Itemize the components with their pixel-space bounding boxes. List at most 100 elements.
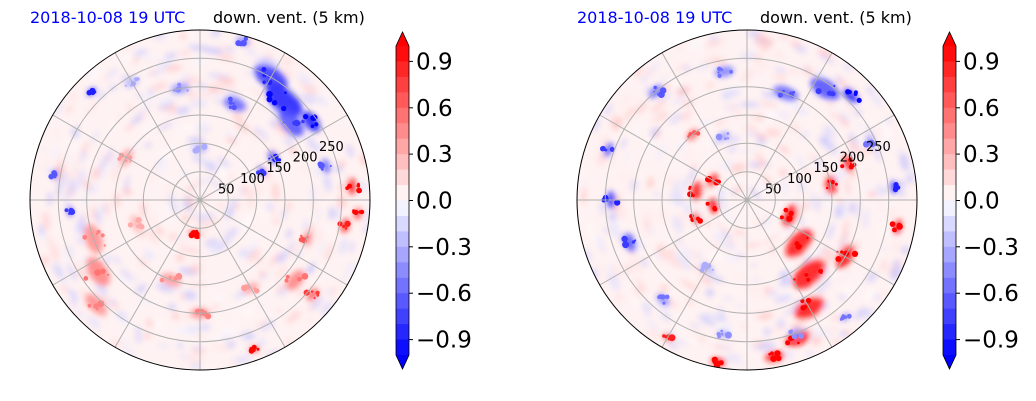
field-speckle — [157, 38, 165, 43]
colorbar-tick-label: 0.6 — [416, 96, 453, 122]
field-core — [833, 92, 836, 96]
field-speckle — [727, 146, 737, 153]
field-speckle — [265, 202, 274, 212]
field-core — [318, 161, 322, 165]
field-speckle — [763, 327, 771, 336]
field-speckle — [726, 354, 742, 362]
chart-variable-title: down. vent. (5 km) — [213, 8, 365, 27]
field-speckle — [881, 243, 888, 254]
field-speckle — [277, 286, 288, 297]
field-core — [51, 170, 57, 176]
field-cell — [321, 158, 331, 174]
field-speckle — [285, 310, 302, 324]
field-speckle — [689, 42, 701, 49]
field-speckle — [240, 308, 256, 317]
field-core — [196, 147, 199, 150]
field-speckle — [195, 32, 203, 36]
field-speckle — [91, 181, 99, 195]
field-speckle — [99, 155, 107, 172]
field-core — [135, 217, 142, 224]
field-core — [712, 206, 717, 211]
field-speckle — [76, 237, 84, 245]
field-speckle — [760, 44, 770, 53]
field-speckle — [223, 129, 239, 140]
field-speckle — [793, 319, 808, 327]
field-speckle — [826, 140, 838, 155]
field-core — [726, 137, 730, 140]
field-speckle — [648, 61, 661, 72]
field-speckle — [277, 160, 287, 176]
field-core — [840, 164, 845, 169]
field-core — [53, 175, 57, 179]
field-core — [805, 297, 812, 304]
field-core — [621, 235, 628, 243]
field-speckle — [783, 183, 790, 203]
field-speckle — [632, 258, 641, 272]
field-speckle — [755, 312, 764, 320]
field-core — [768, 352, 772, 356]
field-speckle — [779, 277, 792, 287]
field-core — [168, 275, 172, 279]
field-speckle — [837, 114, 850, 128]
field-speckle — [134, 327, 142, 335]
field-speckle — [725, 135, 741, 144]
field-speckle — [689, 323, 701, 329]
field-speckle — [718, 226, 732, 237]
field-speckle — [203, 216, 211, 222]
field-speckle — [653, 190, 662, 199]
field-speckle — [308, 261, 316, 272]
field-speckle — [115, 310, 129, 322]
field-speckle — [754, 63, 772, 68]
field-core — [833, 84, 836, 87]
field-speckle — [66, 104, 73, 114]
field-speckle — [143, 245, 157, 259]
field-core — [231, 104, 237, 111]
field-speckle — [721, 287, 742, 293]
field-speckle — [157, 343, 170, 349]
field-core — [835, 256, 842, 262]
field-core — [205, 313, 212, 320]
field-speckle — [654, 129, 661, 138]
field-speckle — [302, 219, 309, 232]
field-speckle — [147, 88, 155, 97]
field-core — [634, 239, 637, 242]
field-speckle — [157, 122, 174, 131]
field-speckle — [158, 96, 177, 105]
field-core — [301, 276, 304, 279]
field-core — [253, 349, 256, 352]
field-speckle — [646, 210, 654, 229]
field-speckle — [221, 330, 236, 337]
field-speckle — [216, 240, 231, 249]
field-core — [190, 230, 198, 237]
field-speckle — [186, 325, 200, 334]
field-core — [896, 223, 903, 230]
field-speckle — [598, 235, 605, 255]
field-core — [889, 221, 896, 228]
field-speckle — [705, 58, 713, 64]
field-speckle — [200, 365, 216, 370]
field-core — [232, 102, 235, 105]
field-speckle — [763, 286, 773, 294]
field-speckle — [163, 200, 169, 214]
field-core — [256, 347, 260, 351]
field-speckle — [679, 278, 695, 290]
field-speckle — [216, 168, 229, 179]
field-core — [826, 90, 833, 96]
colorbar-band — [396, 107, 409, 124]
field-speckle — [273, 218, 280, 226]
field-core — [266, 90, 273, 98]
colorbar-band — [943, 277, 956, 294]
field-speckle — [328, 206, 335, 221]
field-speckle — [324, 177, 332, 192]
field-core — [137, 223, 144, 229]
field-speckle — [875, 182, 885, 198]
field-speckle — [74, 134, 83, 152]
field-speckle — [667, 342, 679, 350]
colorbar: 0.9 0.6 0.3 0.0 −0.3 −0.6 −0.9 — [942, 31, 1019, 370]
field-speckle — [299, 80, 314, 95]
field-speckle — [256, 337, 267, 347]
field-speckle — [624, 105, 636, 121]
field-core — [724, 137, 727, 141]
field-core — [695, 216, 701, 221]
field-speckle — [271, 207, 277, 219]
